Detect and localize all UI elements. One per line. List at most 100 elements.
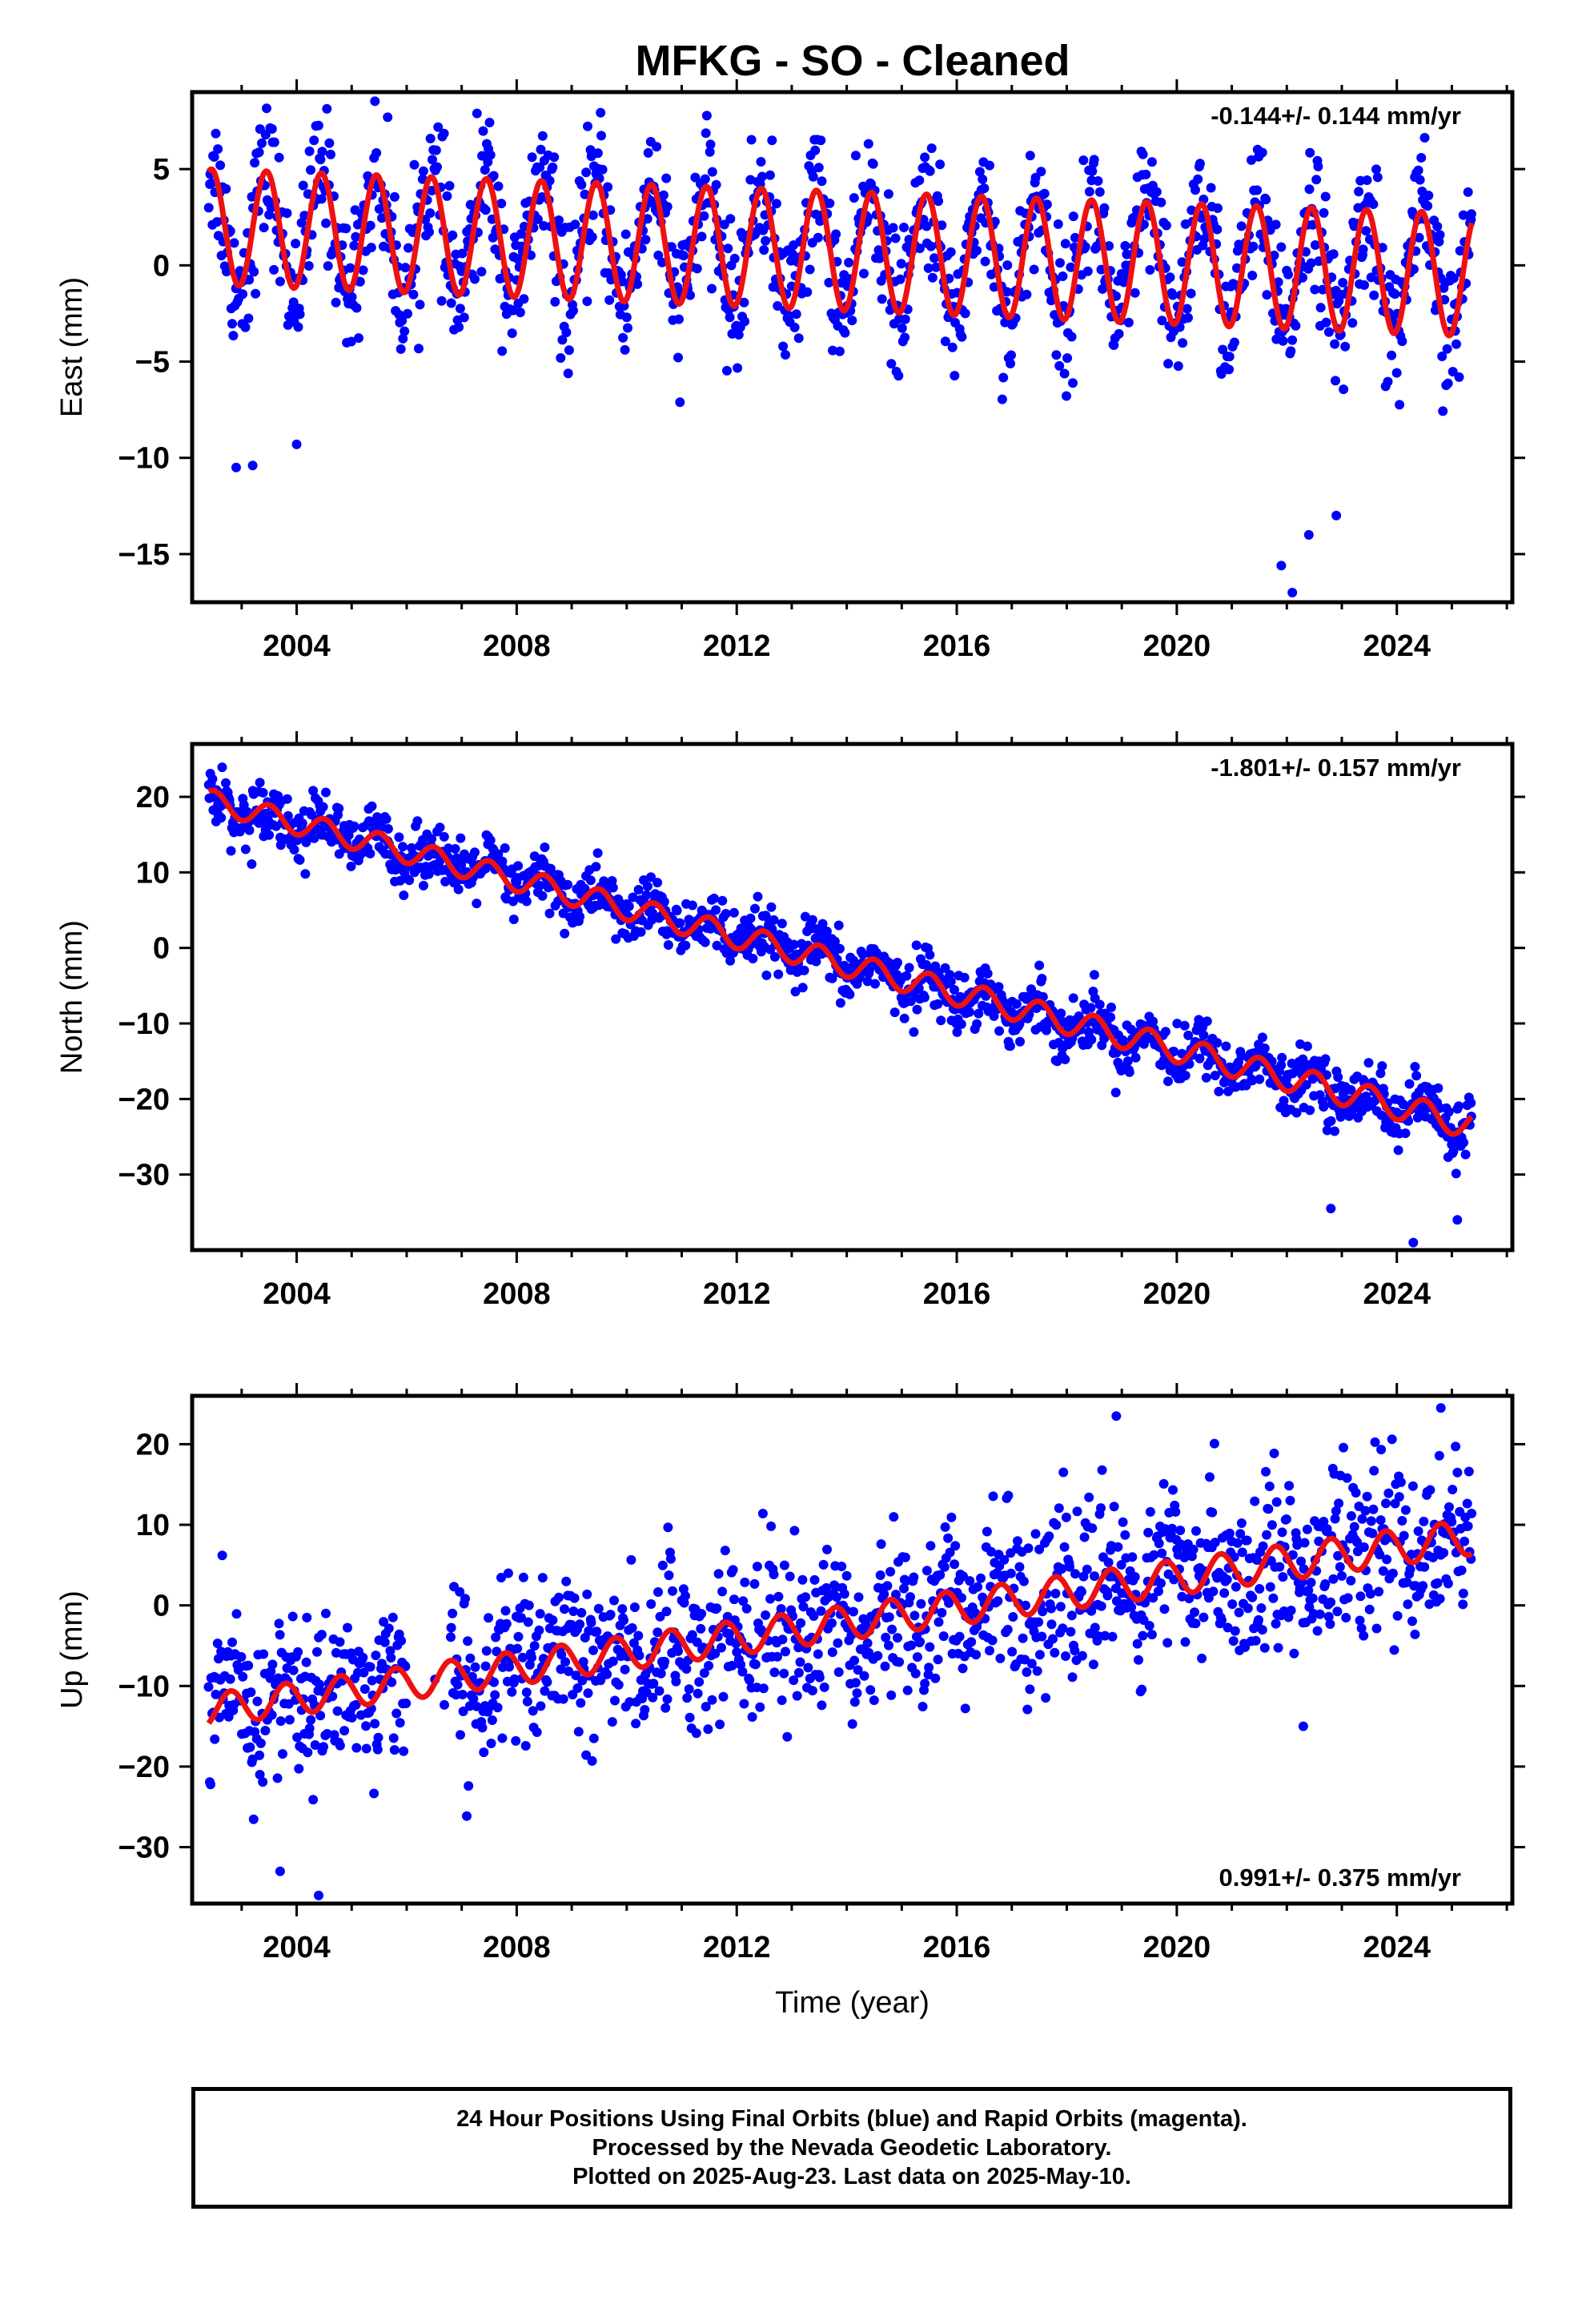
data-point <box>1387 1434 1397 1445</box>
data-point <box>906 1640 917 1651</box>
data-point <box>886 1690 897 1700</box>
data-point <box>1090 1571 1099 1582</box>
data-point <box>1212 224 1223 235</box>
data-point <box>1078 155 1089 166</box>
data-point <box>549 152 560 163</box>
data-point <box>1305 147 1315 158</box>
x-tick-label: 2012 <box>703 1277 771 1311</box>
data-point <box>1146 1630 1157 1640</box>
data-point <box>782 1731 793 1742</box>
data-point <box>1400 1128 1411 1139</box>
y-tick-label: 0 <box>153 249 170 283</box>
data-point <box>576 1607 587 1618</box>
data-point <box>332 1706 343 1716</box>
data-point <box>1456 1565 1467 1575</box>
data-point <box>1157 1548 1167 1558</box>
data-point <box>845 989 855 999</box>
x-tick-label: 2020 <box>1143 629 1211 663</box>
outlier-point <box>1298 1721 1308 1731</box>
data-point <box>501 1618 512 1629</box>
data-point <box>755 1702 765 1712</box>
data-point <box>627 1622 637 1633</box>
data-point <box>1383 1488 1394 1498</box>
data-point <box>805 264 815 275</box>
data-point <box>978 174 988 184</box>
data-point <box>779 1668 789 1679</box>
data-point <box>722 365 732 376</box>
data-point <box>535 880 545 891</box>
data-point <box>1287 335 1298 345</box>
data-point <box>520 1741 531 1751</box>
data-point <box>300 869 311 879</box>
data-point <box>207 178 217 188</box>
data-point <box>1413 1526 1423 1536</box>
data-point <box>446 298 456 308</box>
data-point <box>297 818 307 829</box>
data-point <box>777 1634 788 1645</box>
data-point <box>1321 317 1331 328</box>
data-point <box>1454 1101 1464 1112</box>
data-point <box>619 1615 628 1626</box>
data-point <box>723 243 733 254</box>
data-point <box>312 1647 322 1657</box>
data-point <box>1114 328 1124 339</box>
data-point <box>524 1600 534 1610</box>
data-point <box>387 1612 398 1622</box>
data-point <box>1051 1520 1062 1530</box>
data-point <box>400 263 411 273</box>
data-point <box>1070 232 1080 243</box>
data-point <box>370 96 380 107</box>
data-point <box>569 1593 580 1603</box>
data-point <box>916 1598 926 1609</box>
data-point <box>841 1570 852 1581</box>
data-point <box>424 869 434 879</box>
data-point <box>1044 1531 1054 1542</box>
data-point <box>452 1679 463 1690</box>
data-point <box>1407 1481 1418 1491</box>
data-point <box>893 1633 902 1643</box>
data-point <box>921 1566 932 1576</box>
data-point <box>1366 272 1376 283</box>
data-point <box>275 276 285 287</box>
data-point <box>720 1546 730 1556</box>
data-point <box>980 256 990 267</box>
data-point <box>960 308 970 319</box>
data-point <box>260 1726 271 1735</box>
data-point <box>613 1679 624 1690</box>
data-point <box>1257 1625 1267 1635</box>
data-point <box>478 126 488 136</box>
data-point <box>1357 1514 1367 1524</box>
y-tick-label: 10 <box>136 1509 170 1542</box>
data-point <box>824 277 834 287</box>
data-point <box>203 203 214 213</box>
data-point <box>236 1652 247 1662</box>
data-point <box>674 314 684 324</box>
data-point <box>1302 1524 1312 1534</box>
data-point <box>752 1562 762 1572</box>
data-point <box>1265 1582 1275 1592</box>
data-point <box>1285 1495 1295 1506</box>
data-point <box>711 905 721 915</box>
data-point <box>371 1651 381 1661</box>
data-point <box>850 1678 861 1688</box>
data-point <box>889 1007 900 1018</box>
data-point <box>652 142 662 152</box>
data-point <box>1376 1445 1387 1455</box>
data-point <box>1084 187 1094 197</box>
data-point <box>883 189 893 199</box>
data-point <box>1464 1466 1474 1477</box>
data-point <box>828 345 837 356</box>
data-point <box>773 1591 784 1602</box>
data-point <box>1201 1072 1211 1083</box>
data-point <box>887 1624 897 1634</box>
data-point <box>1087 166 1098 176</box>
data-point <box>456 1730 465 1740</box>
data-point <box>936 1015 946 1026</box>
data-point <box>302 1612 312 1622</box>
data-point <box>588 1645 598 1655</box>
data-point <box>319 1742 328 1752</box>
data-point <box>282 208 292 219</box>
data-point <box>334 803 344 814</box>
data-point <box>919 992 930 1003</box>
data-point <box>537 1573 548 1583</box>
